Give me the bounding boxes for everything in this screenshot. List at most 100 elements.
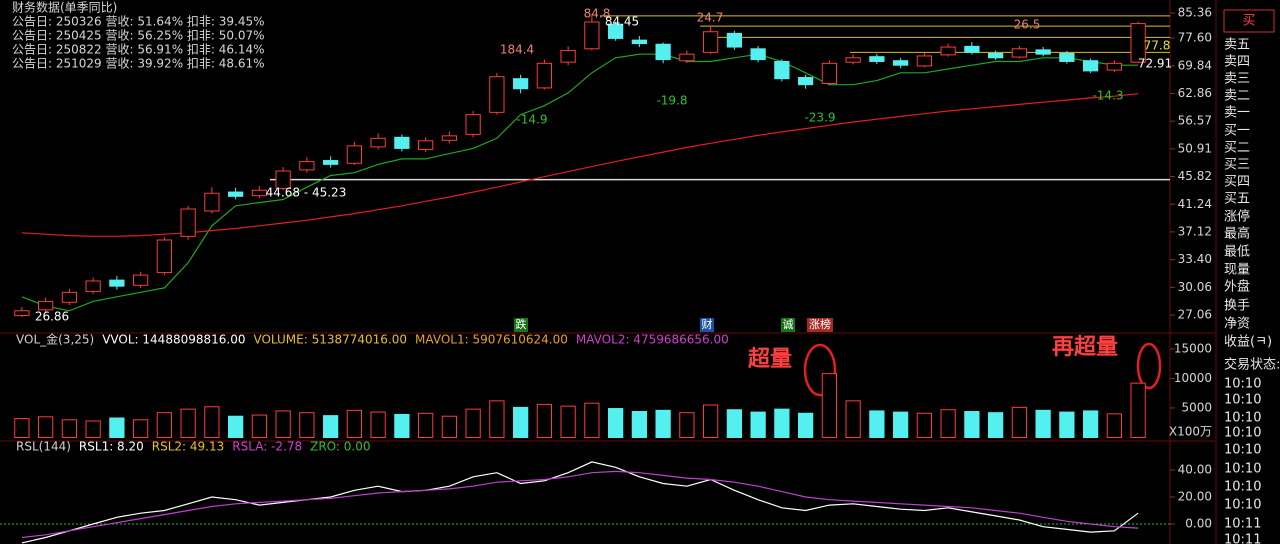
candle-body xyxy=(251,189,267,197)
sidebar-item: 换手 xyxy=(1224,299,1250,314)
candle-body xyxy=(61,291,77,303)
volume-bar xyxy=(1035,409,1051,438)
event-marker xyxy=(700,318,714,332)
buy-button[interactable] xyxy=(1223,9,1275,33)
candle-body xyxy=(1083,60,1099,72)
y-tick-label: 56.57 xyxy=(1178,114,1212,128)
buy-button-label[interactable]: 买 xyxy=(1242,14,1255,29)
header-row: 公告日: 250425 营收: 56.25% 扣非: 50.07% xyxy=(12,29,265,43)
candle-body xyxy=(893,60,909,66)
moving-average xyxy=(21,53,1139,312)
volume-bar xyxy=(1011,406,1027,439)
candle-body xyxy=(513,78,529,90)
candle-body xyxy=(204,192,220,212)
price-annotation: 72.91 xyxy=(1138,57,1172,71)
highlight-ellipse xyxy=(803,343,837,397)
volume-bar xyxy=(584,402,600,438)
sidebar-item: 最低 xyxy=(1224,245,1250,260)
trade-time: 10:10 xyxy=(1224,393,1261,408)
candle-body xyxy=(346,145,362,164)
candle-body xyxy=(560,50,576,63)
volume-bar xyxy=(38,416,54,438)
volume-bar xyxy=(631,411,647,438)
volume-bar xyxy=(275,410,291,438)
trade-time: 10:10 xyxy=(1224,411,1261,426)
volume-bar xyxy=(1106,413,1122,439)
volume-bar xyxy=(703,404,719,438)
volume-bar xyxy=(964,411,980,438)
price-annotation: 77.8 xyxy=(1144,39,1171,53)
trade-time: 10:10 xyxy=(1224,443,1261,458)
y-tick-label: 10000 xyxy=(1174,371,1212,385)
volume-bar xyxy=(608,408,624,438)
sidebar-item: 收益(ㅋ) xyxy=(1224,335,1272,350)
legend-entry: VOL_金(3,25) xyxy=(16,332,94,347)
price-annotation: 26.86 xyxy=(35,310,69,324)
y-tick-label: 0.00 xyxy=(1185,517,1212,531)
candle-body xyxy=(869,56,885,62)
volume-bar xyxy=(346,409,362,438)
y-tick-label: 77.60 xyxy=(1178,31,1212,45)
candle-body xyxy=(275,170,291,189)
candle-body xyxy=(38,300,54,311)
indicator-line xyxy=(21,461,1139,544)
sidebar-item: 买二 xyxy=(1224,141,1250,156)
header-title: 财务数据(单季同比) xyxy=(12,0,117,15)
volume-bar xyxy=(1059,411,1075,439)
candle-body xyxy=(774,60,790,80)
sidebar-item: 涨停 xyxy=(1224,209,1250,225)
candle-body xyxy=(441,135,457,141)
volume-bar xyxy=(299,412,315,439)
volume-bar xyxy=(821,373,837,439)
sidebar-item: 买三 xyxy=(1224,158,1250,173)
candle-body xyxy=(109,279,125,287)
candle-body xyxy=(370,137,386,148)
candle-body xyxy=(821,62,837,84)
volume-bar xyxy=(418,412,434,439)
event-marker-label: 财 xyxy=(702,317,713,331)
y-tick-label: 50.91 xyxy=(1178,141,1212,155)
volume-bar xyxy=(893,411,909,439)
candle-body xyxy=(655,43,671,61)
legend-entry: ZRO: 0.00 xyxy=(310,440,370,454)
candle-body xyxy=(940,46,956,56)
y-tick-label: 69.84 xyxy=(1178,58,1212,72)
volume-bar xyxy=(774,408,790,438)
sidebar-item: 净资 xyxy=(1224,317,1250,332)
volume-bar xyxy=(513,406,529,439)
trade-time: 10:11 xyxy=(1224,533,1261,544)
y-tick-label: 30.06 xyxy=(1178,280,1212,294)
candle-body xyxy=(323,160,339,165)
volume-bar xyxy=(679,412,695,439)
sidebar-item: 买五 xyxy=(1224,192,1250,207)
candle-body xyxy=(14,310,30,317)
candle-body xyxy=(1130,23,1146,63)
legend-entry: RSL2: 49.13 xyxy=(152,440,225,454)
volume-bar xyxy=(370,411,386,439)
volume-bar xyxy=(251,414,267,438)
sidebar-item: 卖四 xyxy=(1224,55,1250,70)
legend-entry: RSL1: 8.20 xyxy=(79,440,144,454)
volume-bar xyxy=(489,400,505,439)
candle-body xyxy=(180,208,196,237)
candle-body xyxy=(1059,52,1075,62)
volume-bar xyxy=(750,411,766,439)
sidebar-item: 现量 xyxy=(1224,263,1250,278)
candle-body xyxy=(1011,48,1027,58)
event-marker xyxy=(514,318,528,332)
y-tick-label: 33.40 xyxy=(1178,252,1212,266)
candle-body xyxy=(845,57,861,63)
event-marker-label: 跌 xyxy=(516,317,527,331)
volume-bar xyxy=(940,409,956,438)
sidebar-item: 卖一 xyxy=(1224,106,1250,121)
price-annotation: -14.3 xyxy=(1092,89,1123,103)
candle-body xyxy=(1106,62,1122,71)
candle-body xyxy=(631,39,647,45)
volume-annotation: 再超量 xyxy=(1052,335,1118,360)
event-marker xyxy=(781,318,795,332)
candle-body xyxy=(394,136,410,149)
candle-body xyxy=(679,53,695,62)
event-marker xyxy=(807,318,833,332)
